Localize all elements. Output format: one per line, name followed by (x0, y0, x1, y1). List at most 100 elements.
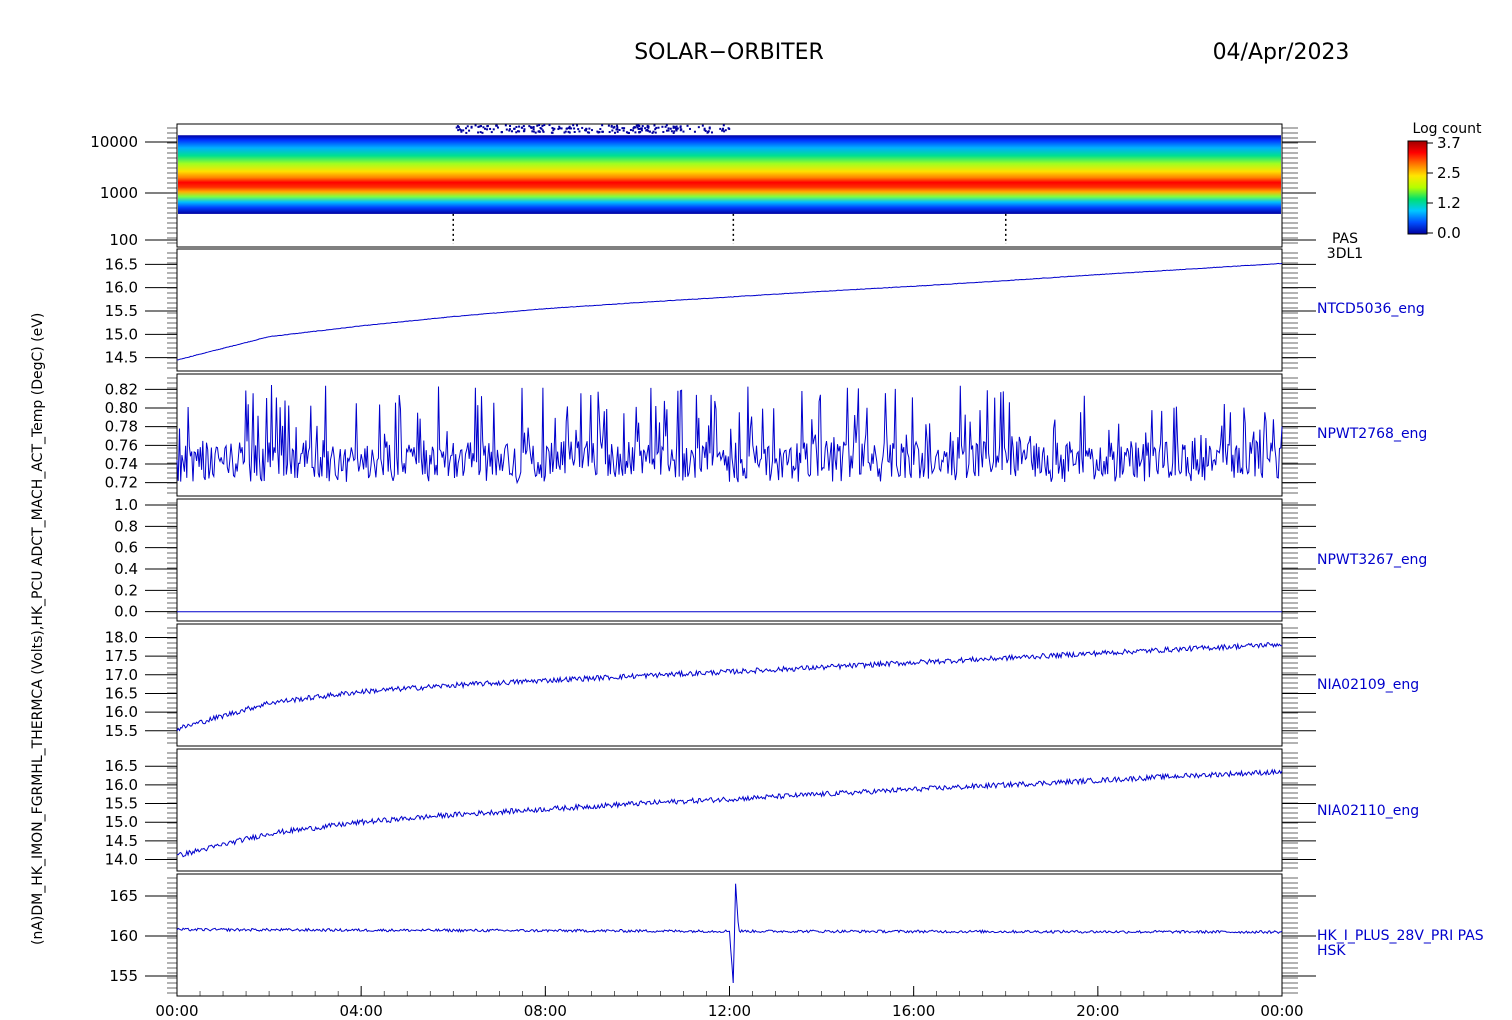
spectrogram-scatter-point (657, 126, 660, 129)
spectrogram-scatter-point (596, 130, 599, 133)
series-line-ntcd5036 (176, 262, 1283, 361)
spectrogram-scatter-point (679, 126, 682, 129)
spectrogram-scatter-point (675, 125, 678, 128)
y-tick-label: 16.5 (105, 255, 138, 273)
spectrogram-scatter-point (644, 127, 647, 130)
spectrogram-scatter-point (541, 124, 544, 127)
spectrogram-scatter-point (638, 131, 641, 134)
y-tick-label: 165 (109, 887, 138, 905)
x-tick-label: 20:00 (1076, 1002, 1119, 1020)
x-tick-label: 00:00 (155, 1002, 198, 1020)
panel-npwt2768: 0.820.800.780.760.740.72 NPWT2768_eng (105, 373, 1427, 497)
panel-frame (176, 248, 1283, 372)
series-line-npwt2768 (176, 384, 1283, 485)
spectrogram-scatter-point (601, 124, 604, 127)
spectrogram-scatter-point (597, 131, 600, 134)
spectrogram-scatter-point (640, 129, 643, 132)
y-tick-label: 0.4 (114, 560, 138, 578)
spectrogram-scatter-point (455, 126, 458, 129)
x-tick-label: 16:00 (892, 1002, 935, 1020)
spectrogram-scatter-point (560, 127, 563, 130)
spectrogram-scatter-point (601, 130, 604, 133)
spectrogram-scatter-point (548, 124, 551, 127)
spectrogram-scatter-point (457, 129, 460, 132)
spectrogram-scatter-point (708, 127, 711, 130)
spectrogram-scatter-point (462, 129, 465, 132)
spectrogram-scatter-point (651, 131, 654, 134)
spectrogram-scatter-point (616, 128, 619, 131)
spectrogram-scatter-point (492, 128, 495, 131)
spectrogram-scatter-point (457, 126, 460, 129)
panel-npwt3267: 1.0 0.8 0.6 0.4 0.2 0.0 NPWT3267_eng (114, 496, 1427, 622)
spectrogram-scatter-point (518, 125, 521, 128)
spectrogram-scatter-point (706, 131, 709, 134)
spectrogram-scatter-point (510, 130, 513, 133)
spectrogram-scatter-point (652, 130, 655, 133)
spectrogram-scatter-point (513, 127, 516, 130)
spectrogram-scatter-point (637, 127, 640, 130)
spectrogram-scatter-point (676, 127, 679, 130)
spectrogram-scatter-point (721, 129, 724, 132)
y-tick-label: 0.2 (114, 581, 138, 599)
spectrogram-scatter-point (599, 128, 602, 131)
y-tick-label: 14.0 (105, 851, 138, 869)
spectrogram-scatter-point (623, 127, 626, 130)
spectrogram-scatter-point (495, 124, 498, 127)
spectrogram-scatter-point (665, 129, 668, 132)
spectrogram-scatter-point (465, 131, 468, 134)
spectrogram-scatter-point (633, 126, 636, 129)
spectrogram-scatter-point (665, 124, 668, 127)
panel-nia02109: 18.017.517.016.516.015.5 NIA02109_eng (105, 623, 1419, 747)
spectrogram-scatter-point (538, 124, 541, 127)
spectrogram-scatter-point (528, 125, 531, 128)
spectrogram-scatter-point (648, 130, 651, 133)
spectrogram-scatter-point (611, 129, 614, 132)
y-tick-label: 14.5 (105, 832, 138, 850)
spectrogram-scatter-point (553, 127, 556, 130)
spectrogram-scatter-point (470, 125, 473, 128)
spectrogram-scatter-point (693, 130, 696, 133)
y-tick-label: 14.5 (105, 349, 138, 367)
colorbar: Log count 3.7 2.5 1.2 0.0 (1407, 121, 1482, 242)
x-tick-label: 00:00 (1260, 1002, 1303, 1020)
spectrogram-scatter-point (532, 128, 535, 131)
y-tick-label: 16.5 (105, 684, 138, 702)
colorbar-title: Log count (1413, 121, 1482, 137)
spectrogram-scatter-point (722, 127, 725, 130)
y-tick-label: 15.5 (105, 302, 138, 320)
spectrogram-scatter-point (710, 131, 713, 134)
y-tick-label: 0.76 (105, 436, 138, 454)
spectrogram-scatter-point (616, 124, 619, 127)
time-axis: 00:00 04:00 08:00 12:00 16:00 20:00 00:00 (155, 986, 1304, 1020)
spectrogram-scatter-point (541, 129, 544, 132)
spectrogram-scatter-point (590, 129, 593, 132)
spectrogram-scatter-point (543, 124, 546, 127)
y-tick-label: 16.0 (105, 703, 138, 721)
y-tick-label: 155 (109, 967, 138, 985)
spectrogram-scatter-point (669, 127, 672, 130)
spectrogram-scatter-point (489, 127, 492, 130)
spectrogram-scatter-point (610, 124, 613, 127)
spectrogram-scatter-point (616, 130, 619, 133)
spectrogram-scatter-point (654, 131, 657, 134)
x-tick-label: 12:00 (708, 1002, 751, 1020)
spectrogram-scatter-point (564, 130, 567, 133)
y-tick-label: 15.0 (105, 325, 138, 343)
spectrogram-scatter-point (627, 131, 630, 134)
spectrogram-scatter-point (568, 125, 571, 128)
spectrogram-scatter-point (634, 131, 637, 134)
spectrogram-scatter-point (719, 127, 722, 130)
spectrogram-scatter-point (569, 127, 572, 130)
spectrogram-scatter-point (636, 126, 639, 129)
y-tick-label: 0.72 (105, 474, 138, 492)
y-tick-label: 17.5 (105, 647, 138, 665)
spectrogram-scatter-point (614, 131, 617, 134)
panel-frame (176, 748, 1283, 872)
spectrogram-scatter-point (581, 126, 584, 129)
y-tick-label: 16.0 (105, 776, 138, 794)
series-line-nia02110 (176, 768, 1283, 858)
spectrogram-scatter-point (672, 131, 675, 134)
spectrogram-scatter-point (670, 130, 673, 133)
y-tick-label: 17.0 (105, 666, 138, 684)
